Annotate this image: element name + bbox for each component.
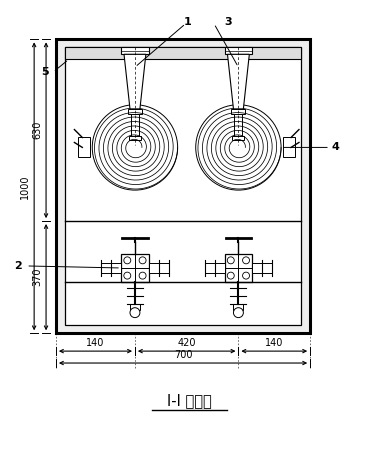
Bar	[232, 109, 245, 114]
Bar	[56, 39, 310, 333]
Bar	[149, 263, 169, 273]
Text: 140: 140	[86, 338, 105, 348]
Bar	[65, 47, 301, 325]
Bar	[121, 47, 149, 54]
Circle shape	[227, 272, 234, 279]
Circle shape	[227, 257, 234, 264]
Text: 420: 420	[177, 338, 196, 348]
Circle shape	[124, 257, 131, 264]
Bar	[65, 47, 301, 59]
Circle shape	[130, 308, 140, 318]
Bar	[205, 263, 224, 273]
Circle shape	[243, 257, 249, 264]
Bar	[252, 263, 272, 273]
Circle shape	[233, 308, 243, 318]
Bar	[130, 304, 140, 310]
Text: 5: 5	[41, 67, 49, 77]
Bar	[224, 47, 252, 54]
Text: I-I 剖面图: I-I 剖面图	[167, 393, 212, 408]
Text: 1: 1	[184, 17, 192, 26]
Polygon shape	[227, 54, 249, 109]
Bar	[131, 114, 139, 136]
Polygon shape	[124, 54, 146, 109]
Text: 2: 2	[14, 261, 22, 271]
Bar	[235, 114, 243, 136]
Bar	[129, 136, 141, 140]
Bar	[128, 109, 142, 114]
Circle shape	[124, 272, 131, 279]
Bar	[233, 304, 243, 310]
Bar	[232, 136, 244, 140]
Text: 630: 630	[32, 121, 42, 139]
Bar	[283, 138, 295, 157]
Circle shape	[243, 272, 249, 279]
Text: 370: 370	[32, 268, 42, 287]
Text: 3: 3	[224, 17, 232, 26]
Text: 700: 700	[174, 350, 192, 360]
Bar	[121, 254, 149, 282]
Circle shape	[139, 257, 146, 264]
Bar	[224, 254, 252, 282]
Text: 140: 140	[265, 338, 283, 348]
Bar	[78, 138, 90, 157]
Bar	[101, 263, 121, 273]
Circle shape	[139, 272, 146, 279]
Text: 1000: 1000	[20, 174, 30, 199]
Text: 4: 4	[332, 143, 340, 152]
